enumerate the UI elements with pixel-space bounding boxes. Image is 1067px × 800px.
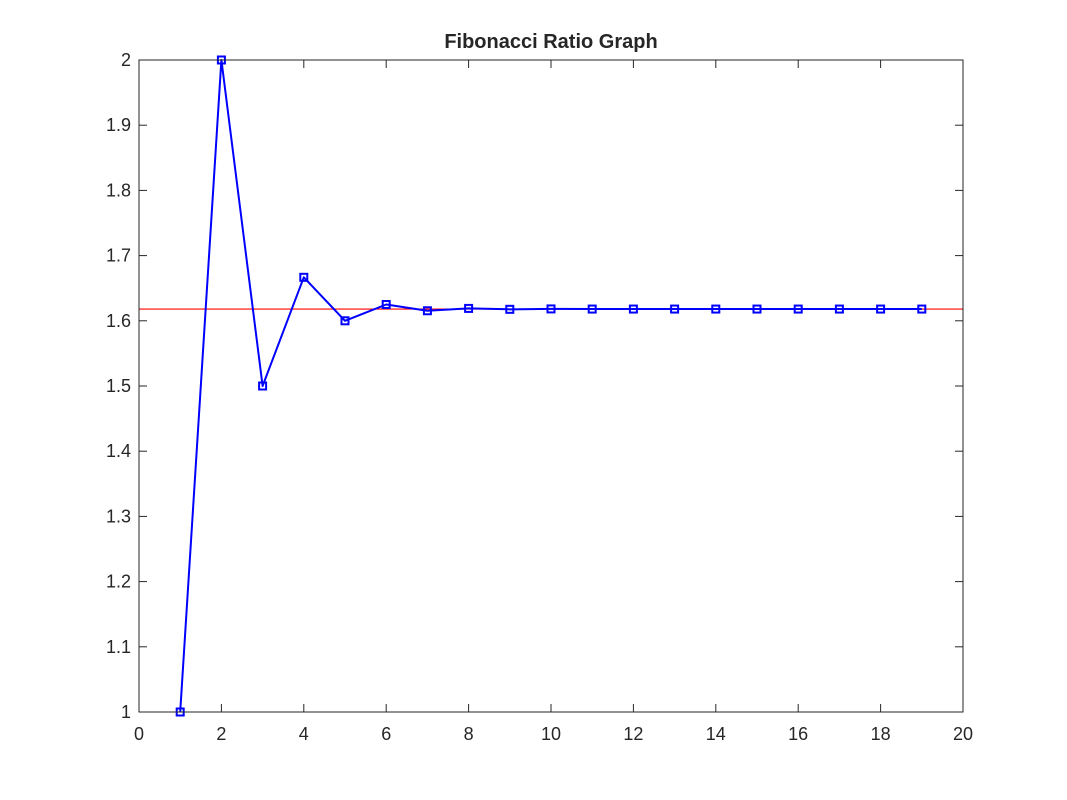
data-layer bbox=[139, 55, 963, 717]
data-point-marker bbox=[628, 304, 638, 314]
y-tick-label: 1.8 bbox=[106, 180, 131, 200]
data-point-marker bbox=[876, 304, 886, 314]
y-tick-label: 1.4 bbox=[106, 441, 131, 461]
y-tick-label: 1.7 bbox=[106, 246, 131, 266]
data-point-marker bbox=[670, 304, 680, 314]
x-tick-label: 14 bbox=[706, 724, 726, 744]
y-tick-label: 1.3 bbox=[106, 506, 131, 526]
data-point-marker bbox=[381, 300, 391, 309]
x-tick-label: 2 bbox=[216, 724, 226, 744]
plot-frame bbox=[138, 59, 964, 713]
x-tick-label: 6 bbox=[381, 724, 391, 744]
x-tick-label: 0 bbox=[134, 724, 144, 744]
y-tick-label: 1.2 bbox=[106, 572, 131, 592]
data-point-marker bbox=[834, 304, 844, 314]
plot-area bbox=[139, 60, 963, 712]
y-tick-label: 1 bbox=[121, 702, 131, 722]
y-tick-label: 1.1 bbox=[106, 637, 131, 657]
data-point-marker bbox=[299, 272, 309, 282]
ratio-series-line bbox=[179, 59, 922, 713]
x-tick-label: 12 bbox=[623, 724, 643, 744]
data-point-marker bbox=[505, 304, 515, 314]
x-tick-label: 10 bbox=[541, 724, 561, 744]
data-point-marker bbox=[422, 306, 432, 316]
y-tick-label: 1.5 bbox=[106, 376, 131, 396]
x-tick-label: 4 bbox=[299, 724, 309, 744]
data-point-marker bbox=[917, 304, 927, 314]
x-tick-label: 16 bbox=[788, 724, 808, 744]
axis-ticks: 0 2 4 6 8 10 12 14 16 18 20 1 1.1 1.2 1.3 1.4 1.5 1.6 1.7 1… bbox=[106, 50, 973, 744]
y-tick-label: 1.6 bbox=[106, 311, 131, 331]
data-point-marker bbox=[546, 304, 556, 314]
data-point-marker bbox=[258, 381, 268, 391]
x-tick-label: 20 bbox=[953, 724, 973, 744]
chart-title: Fibonacci Ratio Graph bbox=[444, 31, 657, 53]
x-tick-label: 8 bbox=[464, 724, 474, 744]
y-tick-label: 1.9 bbox=[106, 115, 131, 135]
x-tick-label: 18 bbox=[871, 724, 891, 744]
data-point-marker bbox=[793, 304, 803, 314]
y-tick-label: 2 bbox=[121, 50, 131, 70]
data-point-marker bbox=[340, 316, 350, 326]
data-point-marker bbox=[752, 304, 762, 314]
data-point-marker bbox=[711, 304, 721, 314]
data-point-marker bbox=[587, 304, 597, 314]
data-point-marker bbox=[464, 303, 474, 313]
